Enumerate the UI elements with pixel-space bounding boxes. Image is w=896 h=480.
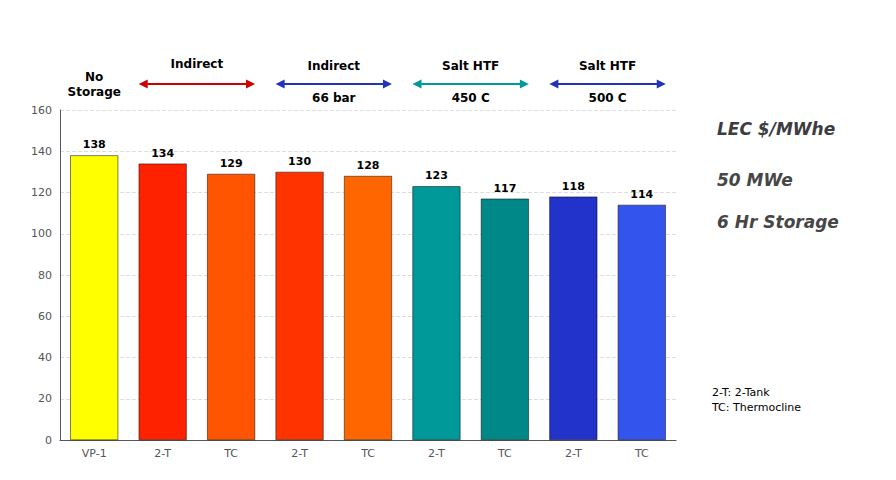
svg-text:114: 114	[630, 188, 653, 201]
svg-text:66 bar: 66 bar	[312, 91, 356, 105]
svg-text:138: 138	[83, 138, 106, 151]
svg-text:50 MWe: 50 MWe	[717, 170, 793, 190]
svg-text:0: 0	[45, 434, 52, 447]
svg-text:128: 128	[357, 159, 380, 172]
svg-text:100: 100	[31, 227, 52, 240]
svg-text:80: 80	[38, 269, 52, 282]
svg-text:Salt HTF: Salt HTF	[442, 59, 499, 73]
svg-text:Indirect: Indirect	[171, 57, 224, 71]
svg-text:117: 117	[493, 182, 516, 195]
svg-text:134: 134	[151, 147, 174, 160]
svg-text:2-T: 2-Tank: 2-T: 2-Tank	[712, 386, 770, 399]
svg-text:2-T: 2-T	[428, 447, 445, 460]
svg-text:123: 123	[425, 169, 448, 182]
svg-text:Indirect: Indirect	[307, 59, 360, 73]
svg-text:20: 20	[38, 392, 52, 405]
svg-text:500 C: 500 C	[589, 91, 627, 105]
svg-text:TC: TC	[223, 447, 238, 460]
svg-text:130: 130	[288, 155, 311, 168]
svg-text:140: 140	[31, 145, 52, 158]
svg-text:6 Hr Storage: 6 Hr Storage	[717, 212, 839, 232]
svg-text:120: 120	[31, 186, 52, 199]
svg-text:No: No	[85, 70, 103, 84]
svg-text:LEC $/MWhe: LEC $/MWhe	[717, 119, 835, 139]
svg-text:2-T: 2-T	[291, 447, 308, 460]
svg-text:TC: TC	[497, 447, 512, 460]
svg-text:450 C: 450 C	[452, 91, 490, 105]
svg-text:TC: Thermocline: TC: Thermocline	[711, 401, 801, 414]
svg-text:129: 129	[220, 157, 243, 170]
svg-text:TC: TC	[360, 447, 375, 460]
svg-text:Salt HTF: Salt HTF	[579, 59, 636, 73]
svg-text:TC: TC	[634, 447, 649, 460]
svg-text:Storage: Storage	[68, 85, 121, 99]
svg-text:2-T: 2-T	[154, 447, 171, 460]
svg-text:160: 160	[31, 104, 52, 117]
svg-text:60: 60	[38, 310, 52, 323]
svg-text:2-T: 2-T	[565, 447, 582, 460]
svg-text:118: 118	[562, 180, 585, 193]
svg-text:40: 40	[38, 351, 52, 364]
svg-text:VP-1: VP-1	[82, 447, 107, 460]
